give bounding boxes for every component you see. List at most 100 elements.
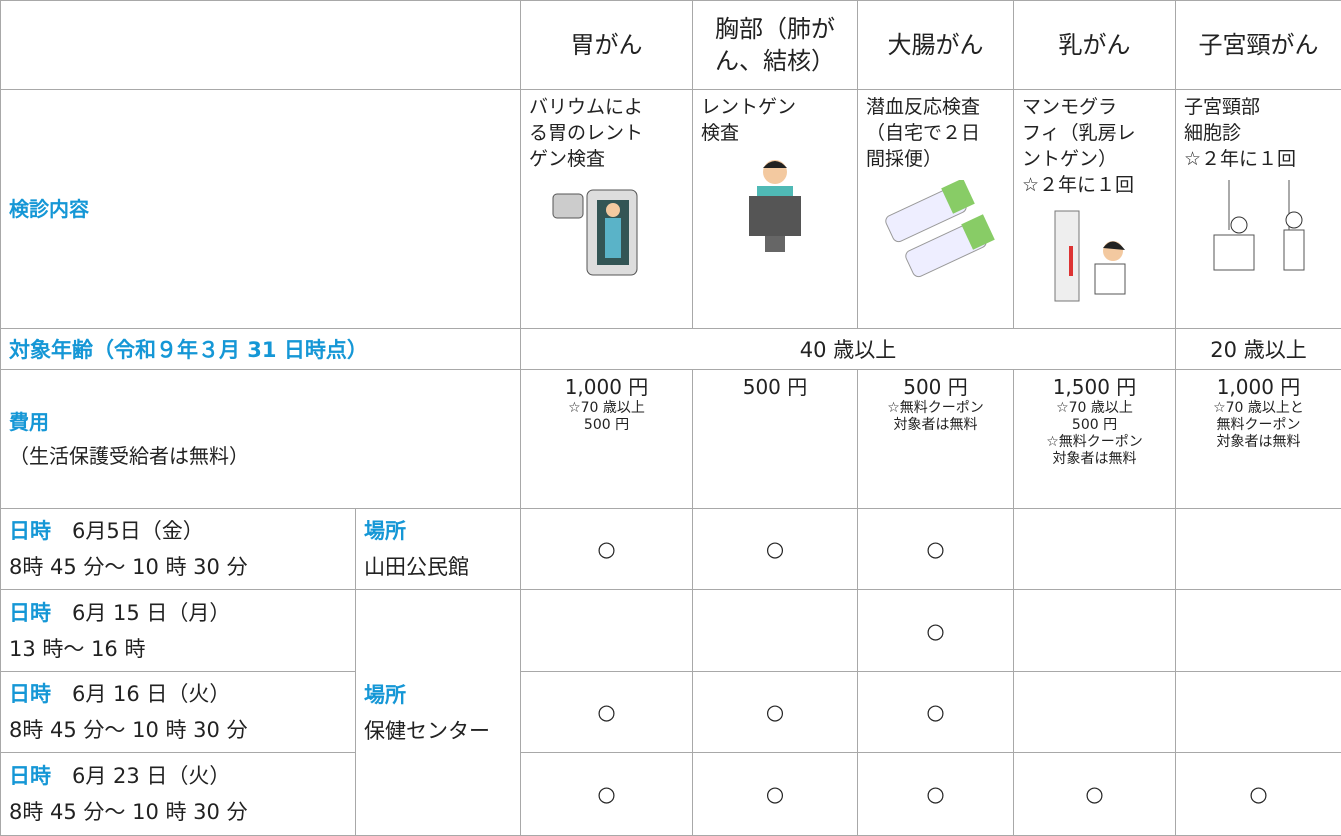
illustration — [715, 154, 835, 254]
date: 6月 15 日（月） — [72, 601, 230, 625]
mark-cell: ○ — [693, 753, 858, 836]
row-label: 対象年齢（令和９年３月 31 日時点） — [1, 329, 521, 370]
price: 1,500 円 — [1022, 374, 1167, 400]
date-label: 日時 — [9, 682, 51, 706]
illustration — [1035, 206, 1155, 306]
content-cell: レントゲン検査 — [693, 90, 858, 329]
place-label: 場所 — [364, 677, 512, 713]
date-line: 日時 6月 23 日（火） — [9, 758, 347, 794]
price: 1,000 円 — [1184, 374, 1333, 400]
mark-cell: ○ — [521, 509, 693, 590]
text-line: ☆２年に１回 — [1022, 172, 1167, 198]
mark: ○ — [926, 619, 944, 643]
content-cell: 子宮頸部細胞診☆２年に１回 — [1176, 90, 1341, 329]
text-line: ゲン検査 — [529, 146, 684, 172]
mark-cell — [1014, 509, 1176, 590]
text-line: ☆70 歳以上 — [529, 400, 684, 417]
text-line: 潜血反応検査 — [866, 94, 1005, 120]
text-line: 子宮頸がん — [1184, 29, 1333, 61]
mark: ○ — [926, 782, 944, 806]
cost-cell: 500 円 — [693, 370, 858, 509]
mark-cell — [521, 590, 693, 672]
corner-cell — [1, 1, 521, 90]
mark-cell — [1014, 672, 1176, 753]
price: 500 円 — [701, 374, 849, 400]
time: 8時 45 分～ 10 時 30 分 — [9, 712, 347, 748]
text-line: 大腸がん — [866, 29, 1005, 61]
cost-sublabel: （生活保護受給者は無料） — [9, 439, 512, 473]
row-label: 検診内容 — [1, 90, 521, 329]
column-header: 乳がん — [1014, 1, 1176, 90]
illustration — [1199, 180, 1319, 280]
mark-cell: ○ — [858, 753, 1014, 836]
mark-cell: ○ — [521, 753, 693, 836]
text-line: ん、結核） — [701, 45, 849, 77]
text-line: ☆70 歳以上 — [1022, 400, 1167, 417]
table-row: 検診内容バリウムによる胃のレントゲン検査レントゲン検査潜血反応検査（自宅で２日間… — [1, 90, 1341, 329]
text-line: 500 円 — [1022, 417, 1167, 434]
column-header: 大腸がん — [858, 1, 1014, 90]
text-line: 無料クーポン — [1184, 417, 1333, 434]
mark-cell: ○ — [858, 509, 1014, 590]
text-line: 対象者は無料 — [1022, 451, 1167, 468]
mark-cell: ○ — [693, 672, 858, 753]
text-line: フィ（乳房レ — [1022, 120, 1167, 146]
text-line: 検査 — [701, 120, 849, 146]
price: 500 円 — [866, 374, 1005, 400]
text-line: る胃のレント — [529, 120, 684, 146]
mark: ○ — [766, 537, 784, 561]
illustration — [876, 180, 996, 280]
place: 保健センター — [364, 713, 512, 749]
text-line: バリウムによ — [529, 94, 684, 120]
table-row: 日時 6月 23 日（火）8時 45 分～ 10 時 30 分○○○○○ — [1, 753, 1341, 836]
date: 6月 16 日（火） — [72, 682, 230, 706]
content-cell: マンモグラフィ（乳房レントゲン）☆２年に１回 — [1014, 90, 1176, 329]
date-cell: 日時 6月 23 日（火）8時 45 分～ 10 時 30 分 — [1, 753, 356, 836]
time: 13 時～ 16 時 — [9, 631, 347, 667]
place-cell: 場所保健センター — [356, 590, 521, 836]
content-cell: バリウムによる胃のレントゲン検査 — [521, 90, 693, 329]
text-line: 子宮頸部 — [1184, 94, 1333, 120]
text-line: 胃がん — [529, 29, 684, 61]
date: 6月5日（金） — [72, 519, 204, 543]
cost-cell: 1,000 円☆70 歳以上と無料クーポン対象者は無料 — [1176, 370, 1341, 509]
content-cell: 潜血反応検査（自宅で２日間採便） — [858, 90, 1014, 329]
text-line: ントゲン） — [1022, 146, 1167, 172]
table-row: 日時 6月5日（金）8時 45 分～ 10 時 30 分場所山田公民館○○○ — [1, 509, 1341, 590]
text-line: 細胞診 — [1184, 120, 1333, 146]
mark-cell: ○ — [693, 509, 858, 590]
cost-label: 費用 — [9, 405, 512, 439]
time: 8時 45 分～ 10 時 30 分 — [9, 549, 347, 585]
illustration — [547, 180, 667, 280]
mark: ○ — [597, 782, 615, 806]
text-line: 胸部（肺が — [701, 13, 849, 45]
place-cell: 場所山田公民館 — [356, 509, 521, 590]
text-line: ☆２年に１回 — [1184, 146, 1333, 172]
mark-cell: ○ — [521, 672, 693, 753]
mark: ○ — [926, 700, 944, 724]
table-row: 胃がん胸部（肺がん、結核）大腸がん乳がん子宮頸がん — [1, 1, 1341, 90]
mark-cell: ○ — [858, 590, 1014, 672]
column-header: 胸部（肺がん、結核） — [693, 1, 858, 90]
mark: ○ — [1249, 782, 1267, 806]
mark: ○ — [766, 782, 784, 806]
text-line: レントゲン — [701, 94, 849, 120]
mark: ○ — [766, 700, 784, 724]
date-label: 日時 — [9, 519, 51, 543]
date-line: 日時 6月 15 日（月） — [9, 595, 347, 631]
text-line: マンモグラ — [1022, 94, 1167, 120]
text-line: 乳がん — [1022, 29, 1167, 61]
text-line: 500 円 — [529, 417, 684, 434]
price: 1,000 円 — [529, 374, 684, 400]
text-line: ☆無料クーポン — [1022, 434, 1167, 451]
date-cell: 日時 6月 15 日（月）13 時～ 16 時 — [1, 590, 356, 672]
text-line: 対象者は無料 — [866, 417, 1005, 434]
place: 山田公民館 — [364, 549, 512, 585]
date-line: 日時 6月5日（金） — [9, 513, 347, 549]
date-label: 日時 — [9, 764, 51, 788]
mark-cell — [1014, 590, 1176, 672]
